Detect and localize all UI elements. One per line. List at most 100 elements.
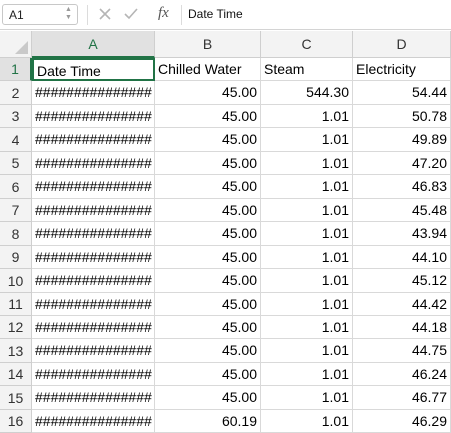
row-header[interactable]: 8 (0, 222, 32, 246)
cell-c11[interactable]: 1.01 (261, 293, 353, 316)
check-icon[interactable] (122, 5, 140, 23)
cell-d13[interactable]: 44.75 (353, 339, 451, 363)
cell-d11[interactable]: 44.42 (353, 293, 451, 316)
cell-b6[interactable]: 45.00 (155, 175, 261, 199)
cell-a16[interactable]: ############### (32, 410, 155, 433)
cell-b7[interactable]: 45.00 (155, 199, 261, 222)
row-header[interactable]: 3 (0, 105, 32, 128)
cell-b16[interactable]: 60.19 (155, 410, 261, 433)
cell-d8[interactable]: 43.94 (353, 222, 451, 246)
cell-d9[interactable]: 44.10 (353, 246, 451, 269)
cell-b2[interactable]: 45.00 (155, 81, 261, 105)
row-header[interactable]: 16 (0, 410, 32, 433)
cell-b5[interactable]: 45.00 (155, 152, 261, 175)
spreadsheet-grid: A B C D 1 Date Time Chilled Water Steam Elec… (0, 31, 451, 433)
cell-c1[interactable]: Steam (261, 58, 353, 81)
cell-d4[interactable]: 49.89 (353, 128, 451, 152)
cell-b3[interactable]: 45.00 (155, 105, 261, 128)
row-header[interactable]: 7 (0, 199, 32, 222)
table-row: Date Time Chilled Water Steam Electricity (32, 58, 451, 81)
cell-d10[interactable]: 45.12 (353, 269, 451, 293)
table-row: ############### 60.19 1.01 46.29 (32, 410, 451, 433)
cell-c13[interactable]: 1.01 (261, 339, 353, 363)
cell-d16[interactable]: 46.29 (353, 410, 451, 433)
cell-d1[interactable]: Electricity (353, 58, 451, 81)
cell-b10[interactable]: 45.00 (155, 269, 261, 293)
row-header[interactable]: 2 (0, 81, 32, 105)
cell-b15[interactable]: 45.00 (155, 386, 261, 410)
cell-b11[interactable]: 45.00 (155, 293, 261, 316)
cell-d14[interactable]: 46.24 (353, 363, 451, 386)
table-row: ############### 45.00 1.01 46.83 (32, 175, 451, 199)
cell-a11[interactable]: ############### (32, 293, 155, 316)
cell-a14[interactable]: ############### (32, 363, 155, 386)
table-row: ############### 45.00 1.01 46.24 (32, 363, 451, 386)
row-header[interactable]: 10 (0, 269, 32, 293)
select-all-corner[interactable] (0, 31, 32, 58)
cell-c9[interactable]: 1.01 (261, 246, 353, 269)
column-header-d[interactable]: D (353, 31, 451, 58)
row-header[interactable]: 1 (0, 58, 32, 81)
column-header-c[interactable]: C (261, 31, 353, 58)
row-header[interactable]: 6 (0, 175, 32, 199)
cell-b14[interactable]: 45.00 (155, 363, 261, 386)
cell-d5[interactable]: 47.20 (353, 152, 451, 175)
row-header[interactable]: 9 (0, 246, 32, 269)
cell-d6[interactable]: 46.83 (353, 175, 451, 199)
name-box[interactable]: A1 ▲ ▼ (2, 4, 78, 25)
cell-b1[interactable]: Chilled Water (155, 58, 261, 81)
cancel-icon[interactable] (96, 5, 114, 23)
cell-a4[interactable]: ############### (32, 128, 155, 152)
cell-c7[interactable]: 1.01 (261, 199, 353, 222)
cell-a9[interactable]: ############### (32, 246, 155, 269)
cell-a7[interactable]: ############### (32, 199, 155, 222)
cell-d2[interactable]: 54.44 (353, 81, 451, 105)
cell-b8[interactable]: 45.00 (155, 222, 261, 246)
name-box-stepper-icon[interactable]: ▲ ▼ (65, 6, 72, 21)
row-header[interactable]: 5 (0, 152, 32, 175)
cell-a8[interactable]: ############### (32, 222, 155, 246)
cell-a3[interactable]: ############### (32, 105, 155, 128)
cell-a12[interactable]: ############### (32, 316, 155, 339)
cell-a13[interactable]: ############### (32, 339, 155, 363)
cell-b9[interactable]: 45.00 (155, 246, 261, 269)
cell-c3[interactable]: 1.01 (261, 105, 353, 128)
row-header[interactable]: 13 (0, 339, 32, 363)
cell-a15[interactable]: ############### (32, 386, 155, 410)
cell-c8[interactable]: 1.01 (261, 222, 353, 246)
cell-b12[interactable]: 45.00 (155, 316, 261, 339)
table-row: ############### 45.00 1.01 44.75 (32, 339, 451, 363)
cell-d3[interactable]: 50.78 (353, 105, 451, 128)
row-header[interactable]: 11 (0, 293, 32, 316)
cell-c12[interactable]: 1.01 (261, 316, 353, 339)
select-all-icon (15, 41, 28, 54)
cell-b13[interactable]: 45.00 (155, 339, 261, 363)
cell-d12[interactable]: 44.18 (353, 316, 451, 339)
divider (181, 5, 182, 25)
cell-a2[interactable]: ############### (32, 81, 155, 105)
cell-a10[interactable]: ############### (32, 269, 155, 293)
table-row: ############### 45.00 1.01 47.20 (32, 152, 451, 175)
cell-b4[interactable]: 45.00 (155, 128, 261, 152)
row-header[interactable]: 14 (0, 363, 32, 386)
cell-c5[interactable]: 1.01 (261, 152, 353, 175)
cell-a5[interactable]: ############### (32, 152, 155, 175)
cell-a6[interactable]: ############### (32, 175, 155, 199)
row-header[interactable]: 15 (0, 386, 32, 410)
cell-c16[interactable]: 1.01 (261, 410, 353, 433)
column-header-a[interactable]: A (32, 31, 155, 58)
cell-d7[interactable]: 45.48 (353, 199, 451, 222)
row-header[interactable]: 12 (0, 316, 32, 339)
cell-c4[interactable]: 1.01 (261, 128, 353, 152)
cell-c10[interactable]: 1.01 (261, 269, 353, 293)
cell-d15[interactable]: 46.77 (353, 386, 451, 410)
cell-a1[interactable]: Date Time (32, 58, 155, 81)
formula-input[interactable]: Date Time (188, 7, 243, 21)
fx-icon[interactable]: fx (158, 5, 169, 21)
cell-c15[interactable]: 1.01 (261, 386, 353, 410)
cell-c2[interactable]: 544.30 (261, 81, 353, 105)
column-header-b[interactable]: B (155, 31, 261, 58)
row-header[interactable]: 4 (0, 128, 32, 152)
cell-c14[interactable]: 1.01 (261, 363, 353, 386)
cell-c6[interactable]: 1.01 (261, 175, 353, 199)
